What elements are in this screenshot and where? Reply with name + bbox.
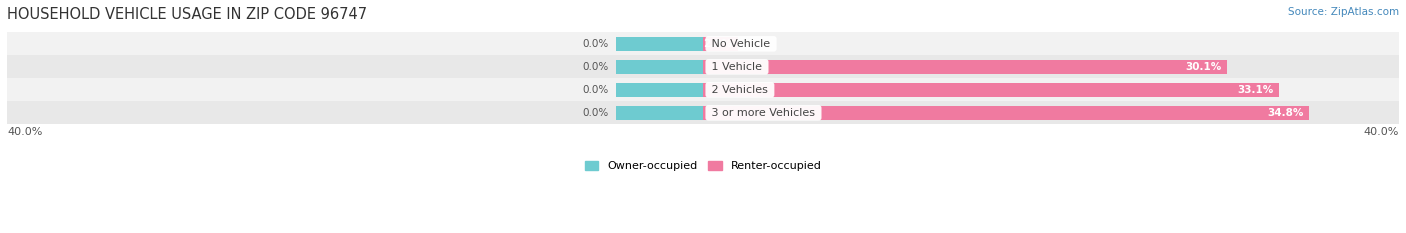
Bar [616, 83, 703, 97]
Text: 2 Vehicles: 2 Vehicles [709, 85, 772, 95]
Text: 40.0%: 40.0% [7, 127, 42, 137]
Text: 2.0%: 2.0% [703, 39, 733, 49]
Bar [616, 37, 703, 51]
Bar [616, 60, 703, 74]
Bar [703, 60, 1227, 74]
Text: 40.0%: 40.0% [1364, 127, 1399, 137]
Bar [703, 106, 1309, 120]
Text: 1 Vehicle: 1 Vehicle [709, 62, 766, 72]
Legend: Owner-occupied, Renter-occupied: Owner-occupied, Renter-occupied [585, 161, 821, 171]
Text: No Vehicle: No Vehicle [709, 39, 773, 49]
Bar [7, 101, 1399, 124]
Text: 34.8%: 34.8% [1267, 108, 1303, 118]
Text: Source: ZipAtlas.com: Source: ZipAtlas.com [1288, 7, 1399, 17]
Text: 0.0%: 0.0% [582, 39, 609, 49]
Text: 0.0%: 0.0% [582, 108, 609, 118]
Text: 0.0%: 0.0% [582, 85, 609, 95]
Bar [703, 37, 738, 51]
Text: 30.1%: 30.1% [1185, 62, 1222, 72]
Text: 0.0%: 0.0% [582, 62, 609, 72]
Text: 3 or more Vehicles: 3 or more Vehicles [709, 108, 818, 118]
Text: 33.1%: 33.1% [1237, 85, 1274, 95]
Text: HOUSEHOLD VEHICLE USAGE IN ZIP CODE 96747: HOUSEHOLD VEHICLE USAGE IN ZIP CODE 9674… [7, 7, 367, 22]
Bar [616, 106, 703, 120]
Bar [7, 32, 1399, 55]
Bar [7, 78, 1399, 101]
Bar [703, 83, 1279, 97]
Bar [7, 55, 1399, 78]
